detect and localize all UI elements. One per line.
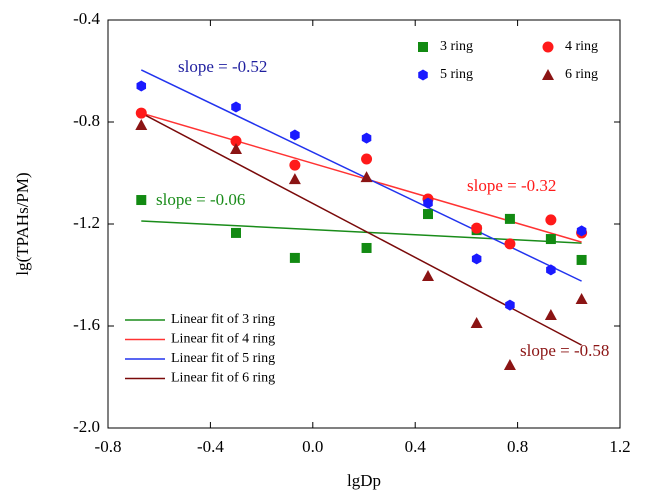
- plot-frame: [107, 19, 621, 429]
- point: [505, 299, 515, 311]
- annotation: slope = -0.32: [467, 176, 556, 195]
- annotation: slope = -0.06: [156, 190, 245, 209]
- legend-label: 5 ring: [440, 67, 473, 82]
- legend-label: Linear fit of 3 ring: [171, 312, 275, 327]
- point: [423, 197, 433, 209]
- point: [289, 159, 301, 171]
- point: [135, 119, 148, 131]
- point: [545, 214, 557, 226]
- point: [423, 209, 433, 220]
- legend-label: 6 ring: [565, 67, 598, 82]
- x-tick-label: -0.8: [95, 437, 122, 456]
- fit-line: [141, 220, 582, 244]
- annotation: slope = -0.58: [520, 341, 609, 360]
- point: [418, 42, 428, 52]
- legend-label: 3 ring: [440, 39, 473, 54]
- point: [542, 41, 554, 53]
- x-tick-label: -0.4: [197, 437, 224, 456]
- point: [576, 254, 587, 265]
- point: [135, 107, 147, 119]
- point: [136, 195, 147, 206]
- point: [230, 135, 242, 147]
- y-axis-label: lg(TPAHs/PM): [13, 172, 32, 275]
- point: [471, 222, 483, 234]
- annotation: slope = -0.52: [178, 57, 267, 76]
- point: [231, 101, 241, 113]
- x-tick-label: 0.0: [302, 437, 323, 456]
- point: [546, 264, 556, 276]
- point: [361, 153, 373, 165]
- y-tick-label: -0.4: [73, 9, 100, 28]
- point: [418, 69, 428, 81]
- point: [470, 316, 483, 328]
- fit-line: [140, 112, 582, 346]
- point: [231, 227, 241, 238]
- point: [544, 309, 557, 321]
- point: [575, 292, 588, 304]
- y-tick-label: -1.6: [73, 315, 100, 334]
- point: [230, 143, 242, 155]
- point: [545, 234, 556, 245]
- point: [504, 238, 516, 250]
- point: [290, 129, 300, 141]
- legend-label: Linear fit of 4 ring: [171, 332, 275, 347]
- point: [360, 171, 373, 183]
- y-tick-label: -2.0: [73, 417, 100, 436]
- x-tick-label: 0.4: [405, 437, 427, 456]
- y-tick-label: -1.2: [73, 213, 100, 232]
- legend-label: Linear fit of 6 ring: [171, 371, 275, 386]
- point: [576, 225, 587, 237]
- point: [504, 213, 515, 224]
- point: [471, 253, 482, 265]
- y-tick-label: -0.8: [73, 111, 100, 130]
- legend-label: Linear fit of 5 ring: [171, 351, 275, 366]
- x-axis-label: lgDp: [347, 471, 381, 490]
- point: [361, 242, 372, 253]
- x-tick-label: 1.2: [609, 437, 630, 456]
- point: [422, 270, 434, 282]
- legend-label: 4 ring: [565, 39, 598, 54]
- point: [503, 359, 516, 371]
- point: [136, 80, 147, 92]
- point: [289, 252, 300, 263]
- point: [542, 69, 554, 80]
- point: [288, 173, 301, 185]
- x-tick-label: 0.8: [507, 437, 528, 456]
- point: [361, 132, 372, 144]
